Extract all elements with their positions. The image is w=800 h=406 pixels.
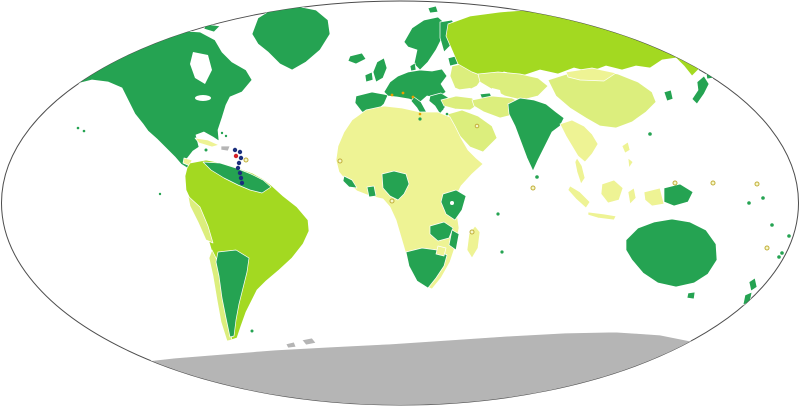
small-state-dot [239,180,245,186]
small-state-dot [530,185,536,191]
region-australia [625,218,718,288]
region-peru [187,195,214,244]
small-state-dot [243,157,249,163]
small-state-dot [777,255,781,259]
region-zimbabwe [435,245,447,257]
small-state-dot [337,158,343,164]
region-antarctic-islands [285,337,317,349]
region-balkans-greece [428,92,450,115]
small-state-dot [747,201,751,205]
region-borneo [600,179,624,204]
region-tasmania [686,291,696,300]
region-mozambique [448,229,460,251]
small-state-dot [754,181,760,187]
small-state-dot [440,107,444,111]
small-state-dot [764,245,770,251]
small-state-dot [76,126,80,130]
region-ireland [364,71,374,83]
region-papua-new-guinea [663,183,694,207]
small-state-dot [220,131,224,135]
small-state-dot [648,132,652,136]
small-state-dot [82,129,86,133]
small-state-dot [469,229,475,235]
region-sumatra [567,185,591,209]
small-state-dot [236,160,242,166]
small-state-dot [238,175,244,181]
small-state-dot [500,250,504,254]
small-state-dot [237,149,243,155]
region-venezuela-guyanas [202,161,272,194]
region-mongolia [565,67,617,82]
region-cuba [194,137,220,148]
small-state-dot [237,170,243,176]
region-united-kingdom [372,57,388,83]
region-iceland [347,52,367,65]
small-state-dot [238,155,244,161]
region-east-africa [440,189,467,221]
region-philippines [621,141,634,169]
small-state-dot [445,112,449,116]
black-sea [455,88,480,97]
small-state-dot [787,234,791,238]
region-zambia [429,221,454,242]
region-ghana [366,185,377,198]
small-state-dot [474,123,480,129]
region-argentina [215,249,250,338]
small-state-dot [710,180,716,186]
region-svalbard [427,5,439,14]
small-state-dot [390,93,394,97]
small-state-dot [235,165,241,171]
region-scandinavia [403,16,447,71]
small-state-dot [672,180,678,186]
small-state-dot [224,134,228,138]
small-state-dot [780,251,784,255]
region-west-new-guinea [643,187,665,207]
region-turkey [440,95,480,111]
region-sulawesi [627,187,637,205]
small-state-dot [418,112,422,116]
small-state-dot [401,91,405,95]
small-state-dot [232,147,238,153]
small-state-dot [233,153,239,159]
region-southern-africa [405,247,448,289]
region-korea [663,89,674,102]
region-central-asia [477,71,549,101]
region-nigeria-cameroon [381,170,410,201]
small-state-dot [535,175,539,179]
region-africa [335,105,484,290]
region-malay-peninsula [574,157,586,185]
region-hispaniola [220,145,231,152]
hudson-bay [190,52,212,84]
region-denmark [409,62,417,72]
region-java [587,211,617,221]
region-indochina [559,119,599,163]
region-sierra-leone-liberia [342,175,358,189]
small-state-dot [389,198,395,204]
small-state-dot [496,212,500,216]
small-state-dot [204,148,208,152]
region-madagascar [466,225,481,259]
great-lakes [195,95,211,101]
small-state-dot [158,192,162,196]
small-state-dot [250,329,254,333]
small-state-dot [761,196,765,200]
small-state-dot [418,117,422,121]
region-india-pakistan [507,97,565,172]
small-state-dots [76,91,791,333]
lake-victoria [450,201,454,205]
region-central-europe [383,68,448,104]
small-state-dot [770,223,774,227]
small-state-dot [411,95,415,99]
